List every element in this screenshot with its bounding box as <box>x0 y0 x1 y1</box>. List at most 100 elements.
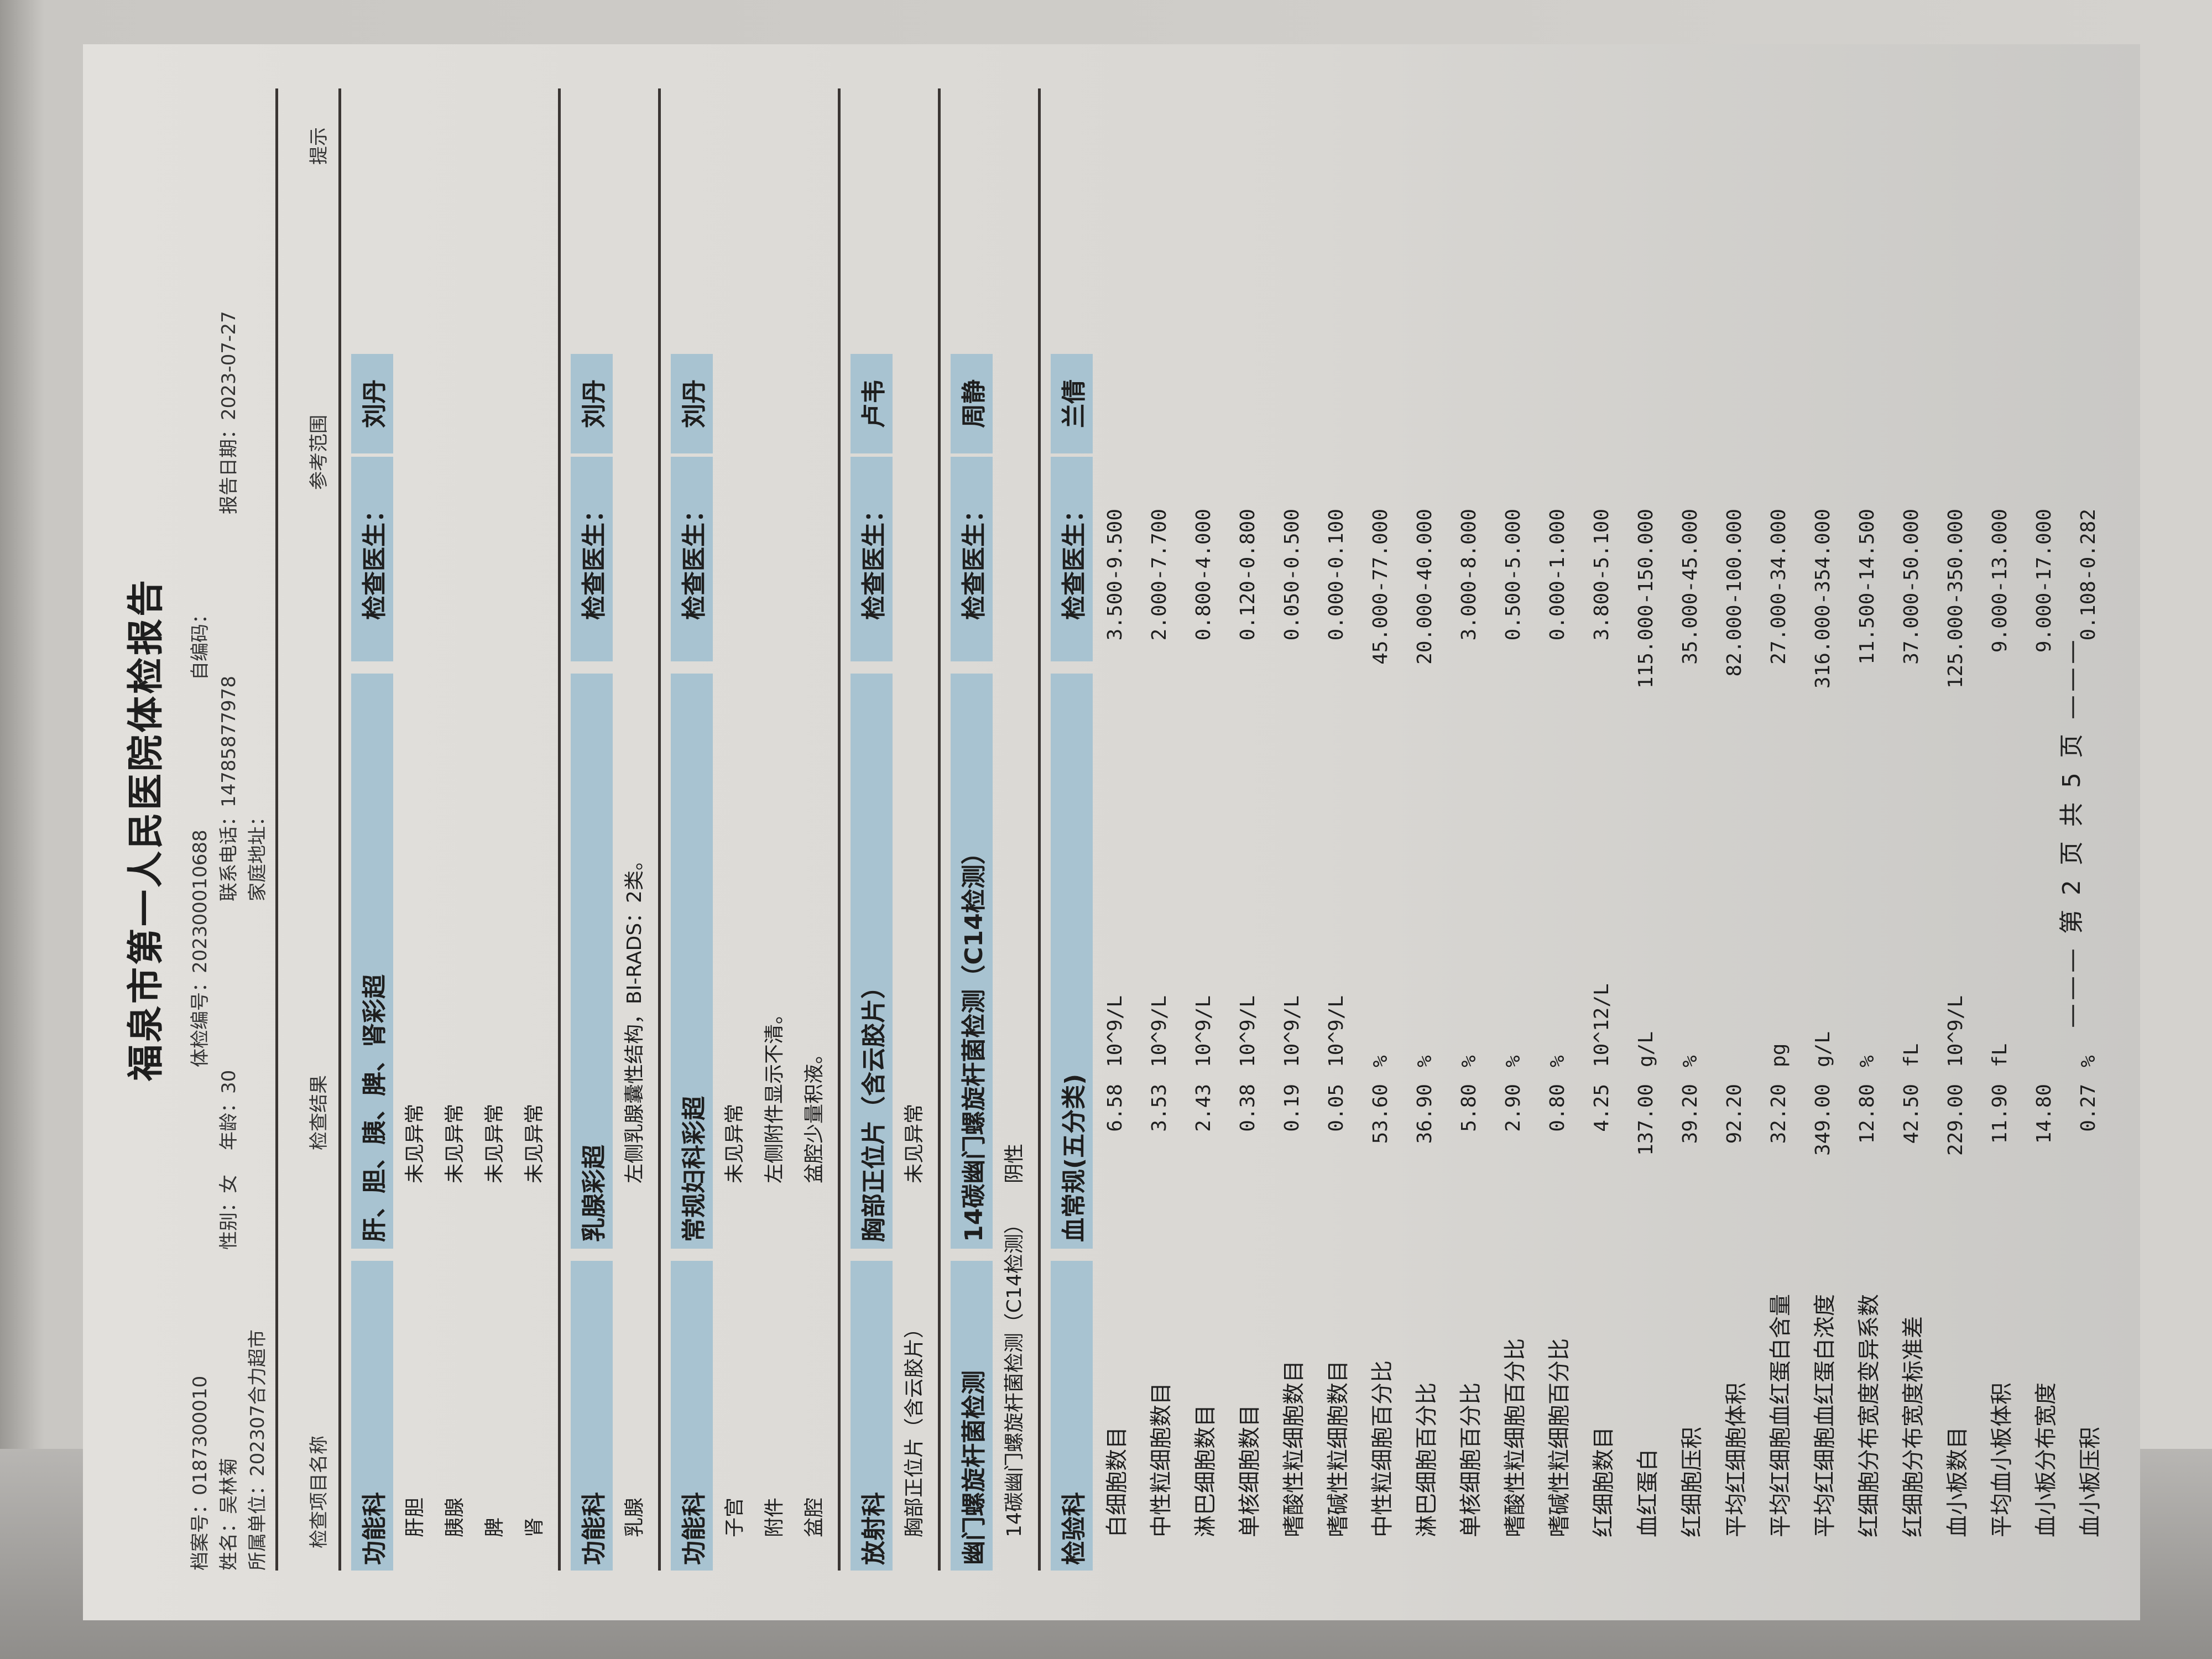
test-unit: 10^9/L <box>1103 995 1126 1067</box>
item-name: 乳腺 <box>623 1497 646 1537</box>
patient-gender: 性别：女 <box>218 1175 240 1250</box>
result-row: 盆腔 盆腔少量积液。 <box>792 88 832 1571</box>
test-value: 2.90 <box>1501 1084 1525 1132</box>
lab-row: 平均红细胞体积 92.20 82.000-100.000 <box>1712 88 1756 1571</box>
archive-no: 档案号：0187300010 <box>189 1375 211 1571</box>
item-result: 左侧乳腺囊性结构，BI-RADS：2类。 <box>623 851 646 1183</box>
test-unit: g/L <box>1811 1031 1834 1067</box>
exam-no: 体检编号：202300010688 <box>189 830 211 1067</box>
item-name: 肝胆 <box>404 1497 426 1537</box>
exam-section: 功能科 常规妇科彩超 检查医生： 刘丹 子宫 未见异常 附件 左侧附件显示不清。… <box>658 88 832 1571</box>
test-value: 4.25 <box>1590 1084 1613 1132</box>
doctor-name: 兰倩 <box>1051 354 1093 453</box>
section-item: 肝、胆、胰、脾、肾彩超 <box>351 674 393 1249</box>
test-name: 单核细胞数目 <box>1237 1405 1262 1537</box>
section-dept: 检验科 <box>1051 1261 1093 1571</box>
col-name: 检查项目名称 <box>308 1436 330 1548</box>
section-header: 放射科 胸部正位片（含云胶片） 检查医生： 卢韦 <box>851 88 893 1571</box>
patient-phone: 联系电话：14785877978 <box>218 676 240 901</box>
test-unit: % <box>1678 1055 1702 1067</box>
doctor-label: 检查医生： <box>851 457 893 661</box>
exam-section: 幽门螺旋杆菌检测 14碳幽门螺旋杆菌检测（C14检测） 检查医生： 周静 14碳… <box>938 88 1032 1571</box>
test-value: 0.05 <box>1324 1084 1348 1132</box>
item-result: 未见异常 <box>523 1103 546 1183</box>
test-name: 平均红细胞体积 <box>1724 1383 1749 1537</box>
section-header: 检验科 血常规(五分类) 检查医生： 兰倩 <box>1051 88 1093 1571</box>
doctor-name: 卢韦 <box>851 354 893 453</box>
result-row: 乳腺 左侧乳腺囊性结构，BI-RADS：2类。 <box>613 88 653 1571</box>
col-tip: 提示 <box>308 127 330 165</box>
test-name: 血小板数目 <box>1945 1427 1970 1537</box>
lab-row: 单核细胞百分比 5.80 % 3.000-8.000 <box>1447 88 1491 1571</box>
test-unit: 10^9/L <box>1280 995 1303 1067</box>
test-reference: 35.000-45.000 <box>1678 509 1702 665</box>
item-name: 盆腔 <box>803 1497 826 1537</box>
item-name: 脾 <box>483 1517 506 1537</box>
test-value: 42.50 <box>1900 1084 1923 1144</box>
report-page: 福泉市第一人民医院体检报告 档案号：0187300010 体检编号：202300… <box>83 44 2140 1620</box>
test-reference: 316.000-354.000 <box>1811 509 1834 689</box>
report-title: 福泉市第一人民医院体检报告 <box>124 578 167 1081</box>
test-reference: 37.000-50.000 <box>1900 509 1923 665</box>
result-row: 子宫 未见异常 <box>713 88 753 1571</box>
test-value: 2.43 <box>1192 1084 1215 1132</box>
item-name: 胰腺 <box>444 1497 466 1537</box>
test-reference: 0.000-1.000 <box>1546 509 1569 641</box>
test-name: 红细胞分布宽度标准差 <box>1901 1316 1926 1537</box>
test-value: 0.80 <box>1546 1084 1569 1132</box>
doctor-label: 检查医生： <box>951 457 993 661</box>
self-code: 自编码： <box>189 605 211 680</box>
page-footer: ——— 第 2 页 共 5 页 ——— <box>2058 637 2086 1028</box>
test-value: 92.20 <box>1723 1084 1746 1144</box>
test-unit: % <box>1413 1055 1436 1067</box>
section-dept: 功能科 <box>571 1261 613 1571</box>
lab-row: 红细胞分布宽度变异系数 12.80 % 11.500-14.500 <box>1845 88 1889 1571</box>
test-value: 39.20 <box>1678 1084 1702 1144</box>
result-row: 肾 未见异常 <box>513 88 552 1571</box>
lab-row: 中性粒细胞数目 3.53 10^9/L 2.000-7.700 <box>1137 88 1181 1571</box>
test-value: 3.53 <box>1147 1084 1171 1132</box>
test-unit: 10^9/L <box>1324 995 1348 1067</box>
test-reference: 20.000-40.000 <box>1413 509 1436 665</box>
test-reference: 27.000-34.000 <box>1767 509 1790 665</box>
result-row: 肝胆 未见异常 <box>393 88 433 1571</box>
lab-section: 检验科 血常规(五分类) 检查医生： 兰倩 白细胞数目 6.58 10^9/L … <box>1038 88 2110 1571</box>
test-value: 53.60 <box>1369 1084 1392 1144</box>
test-unit: % <box>1501 1055 1525 1067</box>
lab-row: 嗜酸性粒细胞数目 0.19 10^9/L 0.050-0.500 <box>1270 88 1314 1571</box>
doctor-name: 周静 <box>951 354 993 453</box>
test-name: 中性粒细胞百分比 <box>1370 1360 1395 1537</box>
test-unit: 10^12/L <box>1590 983 1613 1067</box>
item-name: 14碳幽门螺旋杆菌检测（C14检测） <box>1003 1214 1026 1537</box>
test-unit: fL <box>1900 1043 1923 1067</box>
doctor-name: 刘丹 <box>671 354 713 453</box>
item-result: 未见异常 <box>723 1103 746 1183</box>
test-name: 嗜酸性粒细胞百分比 <box>1503 1338 1528 1537</box>
patient-unit: 所属单位：202307合力超市 <box>247 1329 269 1571</box>
test-name: 红细胞压积 <box>1679 1427 1705 1537</box>
test-unit: 10^9/L <box>1944 995 1967 1067</box>
section-item: 胸部正位片（含云胶片） <box>851 674 893 1249</box>
section-header: 功能科 肝、胆、胰、脾、肾彩超 检查医生： 刘丹 <box>351 88 393 1571</box>
col-result: 检查结果 <box>308 1075 330 1150</box>
lab-row: 平均红细胞血红蛋白含量 32.20 pg 27.000-34.000 <box>1756 88 1801 1571</box>
patient-address: 家庭地址： <box>247 807 269 901</box>
section-header: 幽门螺旋杆菌检测 14碳幽门螺旋杆菌检测（C14检测） 检查医生： 周静 <box>951 88 993 1571</box>
section-dept: 功能科 <box>351 1261 393 1571</box>
item-result: 盆腔少量积液。 <box>803 1044 826 1183</box>
test-name: 嗜碱性粒细胞百分比 <box>1547 1338 1572 1537</box>
lab-row: 平均红细胞血红蛋白浓度 349.00 g/L 316.000-354.000 <box>1801 88 1845 1571</box>
item-name: 肾 <box>523 1517 546 1537</box>
item-result: 未见异常 <box>483 1103 506 1183</box>
lab-row: 平均血小板体积 11.90 fL 9.000-13.000 <box>1978 88 2022 1571</box>
test-value: 5.80 <box>1457 1084 1480 1132</box>
test-value: 349.00 <box>1811 1084 1834 1156</box>
test-name: 白细胞数目 <box>1104 1427 1130 1537</box>
test-reference: 45.000-77.000 <box>1369 509 1392 665</box>
test-value: 11.90 <box>1988 1084 2011 1144</box>
test-value: 229.00 <box>1944 1084 1967 1156</box>
item-name: 附件 <box>763 1497 786 1537</box>
result-row: 14碳幽门螺旋杆菌检测（C14检测） 阴性 <box>993 88 1032 1571</box>
lab-row: 嗜碱性粒细胞数目 0.05 10^9/L 0.000-0.100 <box>1314 88 1358 1571</box>
column-headers: 检查项目名称 检查结果 参考范围 提示 <box>278 88 338 1571</box>
